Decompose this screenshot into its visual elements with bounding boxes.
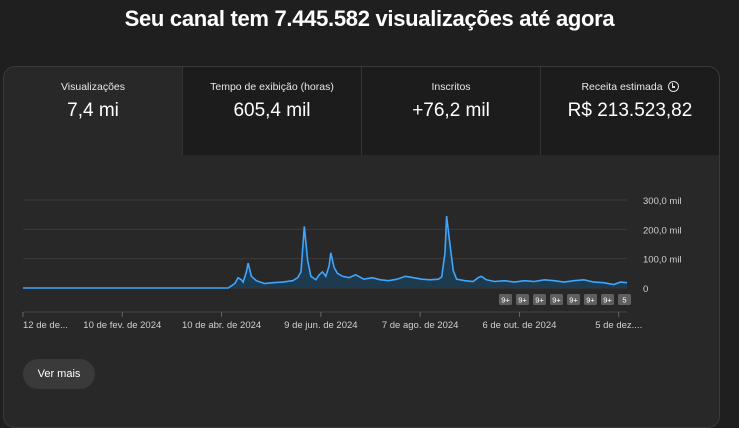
metric-value: 7,4 mi: [67, 100, 119, 121]
x-tick-label: 9 de jun. de 2024: [284, 320, 357, 331]
metric-value: +76,2 mil: [412, 100, 490, 121]
chart-line: [23, 216, 628, 289]
metric-label: Visualizações: [60, 81, 125, 93]
metric-label: Receita estimada: [541, 81, 719, 93]
video-marker-label: 9+: [535, 296, 544, 305]
tab-views[interactable]: Visualizações 7,4 mi: [4, 67, 183, 155]
metric-label: Tempo de exibição (horas): [210, 81, 334, 93]
metric-value: 605,4 mil: [233, 100, 311, 121]
x-tick-label: 10 de fev. de 2024: [83, 320, 161, 331]
video-marker[interactable]: 9+: [550, 294, 563, 305]
metric-label: Inscritos: [431, 81, 471, 93]
analytics-card: Visualizações 7,4 mi Tempo de exibição (…: [3, 66, 720, 428]
views-chart: 300,0 mil 200,0 mil 100,0 mil 0 12 de de...…: [22, 196, 682, 331]
tab-subscribers[interactable]: Inscritos +76,2 mil: [362, 67, 541, 155]
clock-icon[interactable]: [667, 81, 679, 92]
video-marker-label: 9+: [518, 296, 527, 305]
x-tick-label: 6 de out. de 2024: [482, 320, 556, 331]
x-tick-label: 5 de dez....: [595, 320, 642, 331]
video-marker-label: 9+: [501, 296, 510, 305]
y-tick-label: 300,0 mil: [643, 196, 682, 207]
video-marker-label: 9+: [552, 296, 561, 305]
video-marker[interactable]: 5: [618, 294, 631, 305]
metrics-tabs: Visualizações 7,4 mi Tempo de exibição (…: [4, 67, 719, 155]
see-more-button[interactable]: Ver mais: [23, 359, 95, 389]
y-tick-label: 200,0 mil: [643, 225, 682, 236]
video-marker[interactable]: 9+: [499, 294, 512, 305]
y-tick-label: 100,0 mil: [643, 255, 682, 266]
video-marker[interactable]: 9+: [601, 294, 614, 305]
x-tick-label: 10 de abr. de 2024: [182, 320, 261, 331]
video-marker[interactable]: 9+: [516, 294, 529, 305]
tab-revenue[interactable]: Receita estimada R$ 213.523,82: [541, 67, 719, 155]
video-marker-label: 9+: [569, 296, 578, 305]
y-tick-label: 0: [643, 284, 648, 295]
video-marker[interactable]: 9+: [584, 294, 597, 305]
video-marker-label: 9+: [603, 296, 612, 305]
video-marker-label: 9+: [586, 296, 595, 305]
video-marker-label: 5: [622, 296, 626, 305]
metric-value: R$ 213.523,82: [567, 100, 693, 121]
metric-label-text: Receita estimada: [581, 81, 663, 93]
video-marker[interactable]: 9+: [533, 294, 546, 305]
x-tick-label: 12 de de...: [23, 320, 68, 331]
x-tick-label: 7 de ago. de 2024: [382, 320, 459, 331]
page-headline: Seu canal tem 7.445.582 visualizações at…: [124, 6, 615, 31]
tab-watch-time[interactable]: Tempo de exibição (horas) 605,4 mil: [183, 67, 362, 155]
chart-area: [23, 216, 627, 288]
video-marker[interactable]: 9+: [567, 294, 580, 305]
